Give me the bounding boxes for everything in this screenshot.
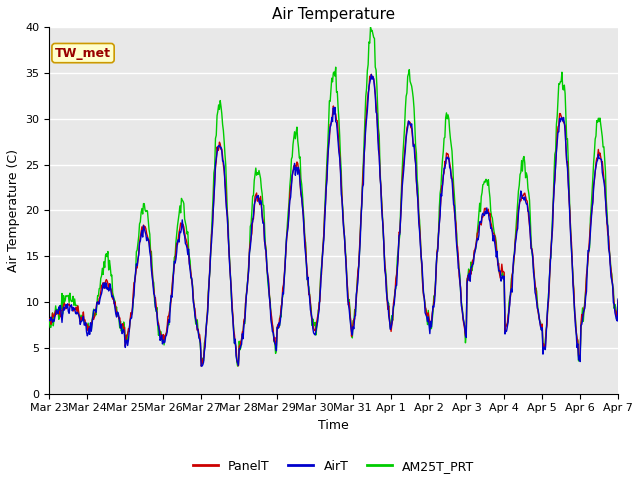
- X-axis label: Time: Time: [318, 419, 349, 432]
- Legend: PanelT, AirT, AM25T_PRT: PanelT, AirT, AM25T_PRT: [188, 455, 479, 478]
- Text: TW_met: TW_met: [55, 47, 111, 60]
- Title: Air Temperature: Air Temperature: [272, 7, 396, 22]
- Y-axis label: Air Temperature (C): Air Temperature (C): [7, 149, 20, 272]
